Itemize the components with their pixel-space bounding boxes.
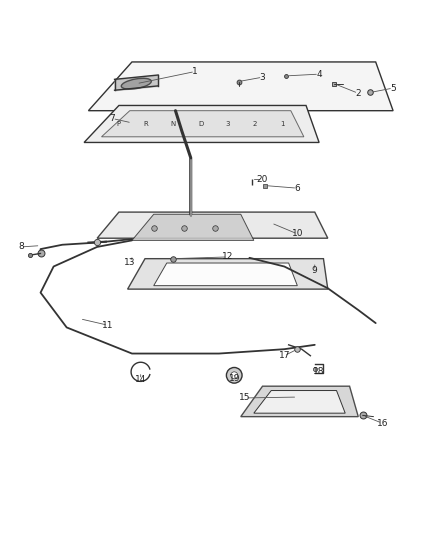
Text: 9: 9 bbox=[312, 266, 318, 276]
Text: R: R bbox=[144, 121, 148, 127]
Text: 5: 5 bbox=[390, 84, 396, 93]
Text: 7: 7 bbox=[110, 114, 115, 123]
Text: 4: 4 bbox=[316, 70, 322, 79]
Polygon shape bbox=[132, 214, 254, 240]
Text: 16: 16 bbox=[376, 419, 388, 427]
Text: 19: 19 bbox=[229, 374, 240, 383]
Ellipse shape bbox=[121, 78, 152, 89]
Text: 1: 1 bbox=[192, 67, 198, 76]
Text: D: D bbox=[198, 121, 203, 127]
Polygon shape bbox=[88, 62, 393, 111]
Text: 2: 2 bbox=[253, 121, 257, 127]
Text: 11: 11 bbox=[102, 321, 114, 330]
Text: 6: 6 bbox=[294, 184, 300, 192]
Polygon shape bbox=[241, 386, 358, 417]
Text: 3: 3 bbox=[226, 121, 230, 127]
Text: 3: 3 bbox=[260, 72, 265, 82]
Polygon shape bbox=[102, 111, 304, 137]
Circle shape bbox=[226, 367, 242, 383]
Polygon shape bbox=[127, 259, 328, 289]
Text: 10: 10 bbox=[292, 229, 303, 238]
Text: 1: 1 bbox=[280, 121, 284, 127]
Text: 20: 20 bbox=[257, 175, 268, 184]
Text: 14: 14 bbox=[135, 375, 146, 384]
Text: 12: 12 bbox=[222, 253, 233, 261]
Text: 17: 17 bbox=[279, 351, 290, 360]
Text: N: N bbox=[171, 121, 176, 127]
Polygon shape bbox=[97, 212, 328, 238]
Polygon shape bbox=[84, 106, 319, 142]
Circle shape bbox=[231, 372, 238, 379]
Text: 15: 15 bbox=[239, 393, 251, 402]
Text: 18: 18 bbox=[313, 367, 325, 376]
Text: P: P bbox=[117, 121, 121, 127]
Text: 8: 8 bbox=[18, 243, 24, 252]
Polygon shape bbox=[154, 263, 297, 286]
Text: 2: 2 bbox=[356, 89, 361, 98]
Polygon shape bbox=[254, 391, 345, 413]
Text: 13: 13 bbox=[124, 257, 135, 266]
